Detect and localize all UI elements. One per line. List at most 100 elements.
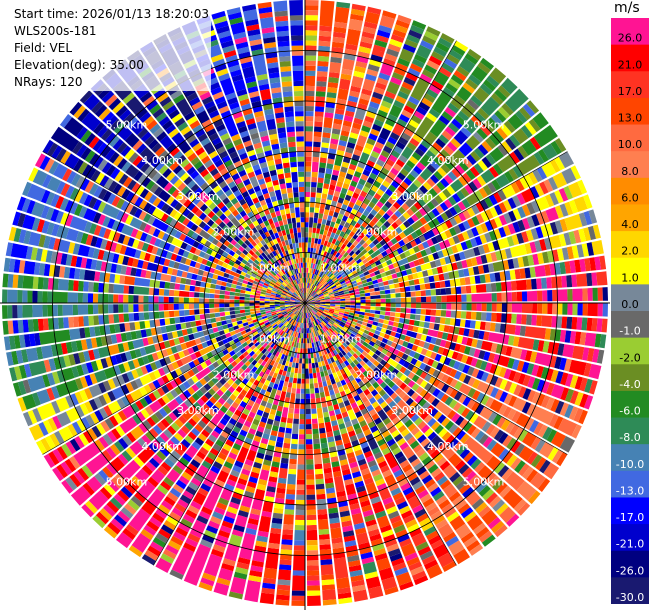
ppi-ray-gates (366, 523, 379, 532)
ppi-ray-gates (300, 317, 303, 323)
ppi-ray-gates (280, 364, 285, 371)
ppi-ray-gates (328, 512, 339, 519)
ppi-ray-gates (255, 224, 262, 231)
ppi-ray-gates (93, 315, 100, 326)
ppi-ray-gates (272, 179, 279, 186)
ppi-ray-gates (291, 35, 305, 278)
ppi-ray-gates (114, 274, 121, 284)
ppi-ray-gates (305, 368, 312, 430)
ppi-ray-gates (281, 359, 287, 366)
ppi-ray-gates (364, 338, 419, 374)
ppi-ray-gates (82, 354, 245, 496)
ppi-ray-gates (288, 351, 292, 357)
ppi-ray-gates (423, 322, 430, 329)
ppi-ray-gates (305, 403, 311, 409)
ppi-ray-gates (142, 46, 265, 236)
ppi-ray-gates (208, 202, 237, 232)
ppi-ray-gates (306, 307, 319, 347)
ppi-ray-gates (240, 389, 248, 397)
ppi-ray-gates (233, 312, 303, 580)
ppi-ray-gates (329, 319, 526, 456)
ppi-ray-gates (271, 290, 287, 297)
ppi-ray-gates (138, 304, 144, 312)
ppi-ray-gates (308, 285, 324, 300)
ppi-ray-gates (250, 344, 257, 351)
ppi-ray-gates (416, 407, 523, 509)
ppi-ray-gates (314, 387, 320, 394)
colorbar-swatch (611, 257, 649, 285)
ppi-ray-gates (163, 309, 298, 439)
ppi-ray-gates (125, 382, 134, 393)
ppi-ray-gates (12, 211, 296, 301)
ppi-ray-gates (204, 334, 211, 341)
ppi-ray-gates (191, 254, 199, 262)
ppi-ray-gates (52, 367, 211, 482)
ppi-ray-gates (184, 284, 305, 303)
colorbar-tick-label: 8.0 (621, 165, 639, 178)
ppi-ray-gates (467, 202, 508, 228)
ppi-ray-gates (359, 293, 366, 297)
ppi-ray-gates (259, 222, 294, 282)
ppi-ray-gates (310, 15, 395, 284)
ppi-ray-gates (294, 274, 297, 280)
ppi-ray-gates (280, 457, 289, 464)
ppi-ray-gates (30, 247, 38, 261)
ppi-ray-gates (446, 291, 523, 302)
ppi-ray-gates (307, 307, 335, 346)
ppi-ray-gates (341, 161, 350, 169)
ppi-ray-gates (275, 304, 296, 310)
ppi-ray-gates (240, 174, 249, 182)
ppi-ray-gates (279, 252, 295, 281)
ppi-ray-gates (323, 411, 336, 448)
ppi-ray-gates (229, 291, 251, 298)
ppi-ray-gates (222, 338, 229, 345)
ppi-ray-gates (328, 341, 341, 360)
ppi-ray-gates (362, 446, 371, 454)
ppi-ray-gates (320, 10, 397, 246)
azimuth-line (42, 151, 306, 304)
colorbar-tick-label: 26.0 (618, 32, 643, 45)
range-ring-label: 1.00km (249, 333, 291, 346)
ppi-ray-gates (276, 168, 284, 175)
ppi-ray-gates (268, 128, 277, 136)
ppi-ray-gates (377, 237, 410, 260)
ppi-ray-gates (228, 205, 236, 213)
ppi-ray-gates (226, 506, 238, 515)
ppi-ray-gates (293, 85, 304, 147)
ppi-ray-gates (272, 446, 283, 463)
ppi-ray-gates (380, 294, 386, 299)
ppi-ray-gates (305, 419, 321, 606)
ppi-ray-gates (201, 258, 255, 284)
ppi-ray-gates (379, 425, 388, 434)
ppi-ray-gates (368, 133, 378, 141)
ppi-ray-gates (343, 245, 350, 252)
colorbar-swatch (611, 151, 649, 179)
ppi-ray-gates (156, 92, 203, 152)
ppi-ray-gates (396, 501, 409, 510)
range-ring-label: 1.00km (320, 333, 362, 346)
ppi-ray-gates (323, 227, 338, 257)
colorbar-tick-label: -17.0 (616, 511, 644, 524)
ppi-ray-gates (313, 126, 323, 148)
ppi-ray-gates (308, 306, 337, 344)
ppi-ray-gates (470, 285, 477, 294)
ppi-ray-gates (376, 421, 399, 452)
ppi-ray-gates (294, 268, 297, 275)
ppi-ray-gates (337, 176, 345, 183)
ppi-ray-gates (330, 249, 335, 255)
ppi-ray-gates (450, 125, 533, 193)
ppi-ray-gates (69, 393, 79, 406)
ppi-ray-gates (288, 387, 296, 414)
colorbar-tick-label: 17.0 (618, 85, 643, 98)
ppi-ray-gates (265, 52, 305, 298)
ppi-ray-gates (296, 296, 302, 300)
colorbar-tick-label: -21.0 (616, 538, 644, 551)
ppi-ray-gates (163, 340, 171, 349)
ppi-ray-gates (466, 144, 489, 166)
ppi-ray-gates (73, 353, 81, 365)
ppi-ray-gates (196, 15, 299, 285)
ppi-ray-gates (305, 237, 308, 243)
ppi-ray-gates (330, 394, 337, 401)
colorbar-swatch (611, 71, 649, 99)
ppi-ray-gates (267, 160, 286, 216)
